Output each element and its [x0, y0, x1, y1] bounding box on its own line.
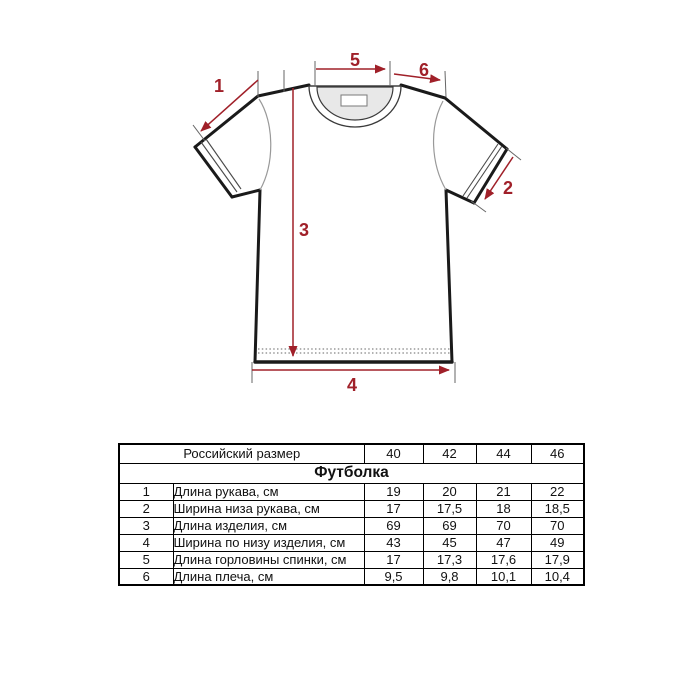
- row-value: 45: [422, 533, 477, 552]
- size-table: Российский размер 40 42 44 46 Футболка 1…: [118, 443, 586, 586]
- dimension-line-2: [484, 156, 514, 200]
- row-num: 2: [118, 499, 174, 518]
- dimension-label-5: 5: [350, 50, 360, 70]
- row-value: 17: [363, 550, 424, 569]
- row-num: 6: [118, 567, 174, 586]
- cuff-bands: [200, 138, 503, 199]
- size-header-row: Российский размер 40 42 44 46: [118, 443, 585, 464]
- category-row: Футболка: [118, 462, 585, 484]
- tshirt-measurement-diagram: 1 2 3 4 5 6: [192, 50, 522, 395]
- row-value: 10,1: [475, 567, 532, 586]
- dimension-label-4: 4: [347, 375, 357, 395]
- dimension-label-3: 3: [299, 220, 309, 240]
- row-value: 10,4: [530, 567, 585, 586]
- size-col-44: 44: [475, 443, 532, 464]
- row-num: 4: [118, 533, 174, 552]
- row-value: 69: [422, 516, 477, 535]
- row-value: 70: [530, 516, 585, 535]
- row-value: 47: [475, 533, 532, 552]
- row-value: 18: [475, 499, 532, 518]
- tshirt-body-fill: [195, 85, 507, 362]
- size-col-42: 42: [422, 443, 477, 464]
- table-row-4: 4 Ширина по низу изделия, см 43 45 47 49: [118, 533, 585, 552]
- row-value: 20: [422, 482, 477, 501]
- row-label: Длина изделия, см: [172, 516, 365, 535]
- row-num: 5: [118, 550, 174, 569]
- row-value: 17,6: [475, 550, 532, 569]
- hem-stitching: [258, 348, 450, 354]
- dimension-line-6: [393, 73, 441, 84]
- row-value: 22: [530, 482, 585, 501]
- row-value: 49: [530, 533, 585, 552]
- row-value: 19: [363, 482, 424, 501]
- dimension-label-2: 2: [503, 178, 513, 198]
- collar: [308, 85, 402, 128]
- armhole-seams: [258, 98, 447, 191]
- size-header-label: Российский размер: [118, 443, 365, 464]
- row-value: 21: [475, 482, 532, 501]
- dimension-label-1: 1: [214, 76, 224, 96]
- table-row-6: 6 Длина плеча, см 9,5 9,8 10,1 10,4: [118, 567, 585, 586]
- category-title: Футболка: [118, 462, 585, 484]
- row-label: Ширина по низу изделия, см: [172, 533, 365, 552]
- row-value: 17,9: [530, 550, 585, 569]
- dimension-label-6: 6: [419, 60, 429, 80]
- row-value: 9,5: [363, 567, 424, 586]
- row-value: 70: [475, 516, 532, 535]
- dimension-arrows: [200, 64, 514, 375]
- row-label: Длина горловины спинки, см: [172, 550, 365, 569]
- row-label: Длина рукава, см: [172, 482, 365, 501]
- row-value: 18,5: [530, 499, 585, 518]
- table-row-3: 3 Длина изделия, см 69 69 70 70: [118, 516, 585, 535]
- row-num: 1: [118, 482, 174, 501]
- row-value: 9,8: [422, 567, 477, 586]
- row-value: 17,5: [422, 499, 477, 518]
- row-value: 17,3: [422, 550, 477, 569]
- table-row-5: 5 Длина горловины спинки, см 17 17,3 17,…: [118, 550, 585, 569]
- row-value: 43: [363, 533, 424, 552]
- table-row-2: 2 Ширина низа рукава, см 17 17,5 18 18,5: [118, 499, 585, 518]
- row-value: 17: [363, 499, 424, 518]
- collar-label-tag: [340, 94, 368, 107]
- table-row-1: 1 Длина рукава, см 19 20 21 22: [118, 482, 585, 501]
- dimension-ticks: [192, 61, 522, 383]
- size-col-40: 40: [363, 443, 424, 464]
- row-label: Ширина низа рукава, см: [172, 499, 365, 518]
- row-value: 69: [363, 516, 424, 535]
- dimension-line-1: [200, 79, 259, 132]
- row-num: 3: [118, 516, 174, 535]
- row-label: Длина плеча, см: [172, 567, 365, 586]
- size-col-46: 46: [530, 443, 585, 464]
